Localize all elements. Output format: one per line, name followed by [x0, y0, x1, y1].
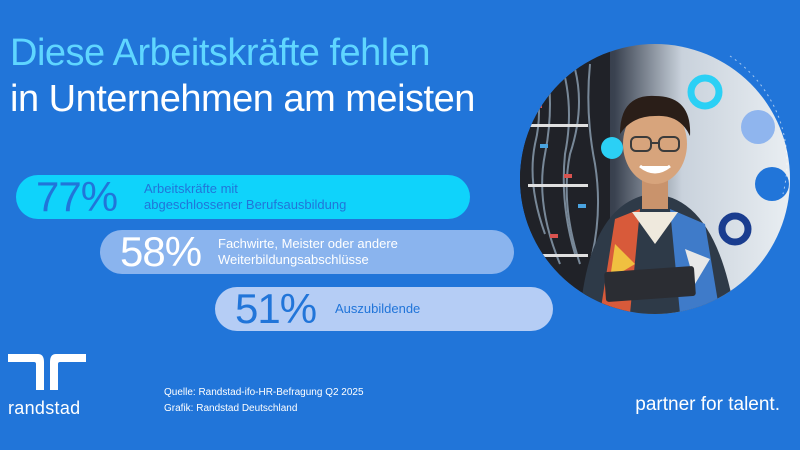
title-line-1: Diese Arbeitskräfte fehlen — [10, 32, 431, 74]
graphic-credit-line: Grafik: Randstad Deutschland — [164, 403, 298, 414]
stat-value: 58% — [120, 228, 202, 275]
stat-label-line-1: Fachwirte, Meister oder andere — [218, 236, 398, 251]
stat-label-line-1: Arbeitskräfte mit — [144, 181, 238, 196]
source-line: Quelle: Randstad-ifo-HR-Befragung Q2 202… — [164, 387, 364, 398]
stat-label-line-2: Weiterbildungsabschlüsse — [218, 252, 369, 267]
brand-name: randstad — [8, 398, 81, 418]
stat-pill-weiterbildung: 58% Fachwirte, Meister oder andere Weite… — [100, 230, 514, 274]
page-title: Diese Arbeitskräfte fehlen in Unternehme… — [10, 30, 475, 122]
randstad-logo-icon — [8, 354, 86, 390]
stat-value: 51% — [235, 285, 317, 332]
stat-pill-auszubildende: 51% Auszubildende — [215, 287, 553, 331]
source-note: Quelle: Randstad-ifo-HR-Befragung Q2 202… — [164, 385, 364, 417]
stat-label: Arbeitskräfte mit abgeschlossener Berufs… — [144, 181, 346, 213]
stat-label-line-1: Auszubildende — [335, 301, 421, 316]
stat-label: Fachwirte, Meister oder andere Weiterbil… — [218, 236, 398, 268]
brand-claim: partner for talent. — [635, 394, 780, 415]
stat-label-line-2: abgeschlossener Berufsausbildung — [144, 197, 347, 212]
title-line-2: in Unternehmen am meisten — [10, 78, 475, 120]
stat-pill-berufsausbildung: 77% Arbeitskräfte mit abgeschlossener Be… — [16, 175, 470, 219]
stat-value: 77% — [36, 173, 118, 220]
person-at-server-rack-photo — [520, 44, 790, 314]
stat-label: Auszubildende — [335, 301, 420, 317]
